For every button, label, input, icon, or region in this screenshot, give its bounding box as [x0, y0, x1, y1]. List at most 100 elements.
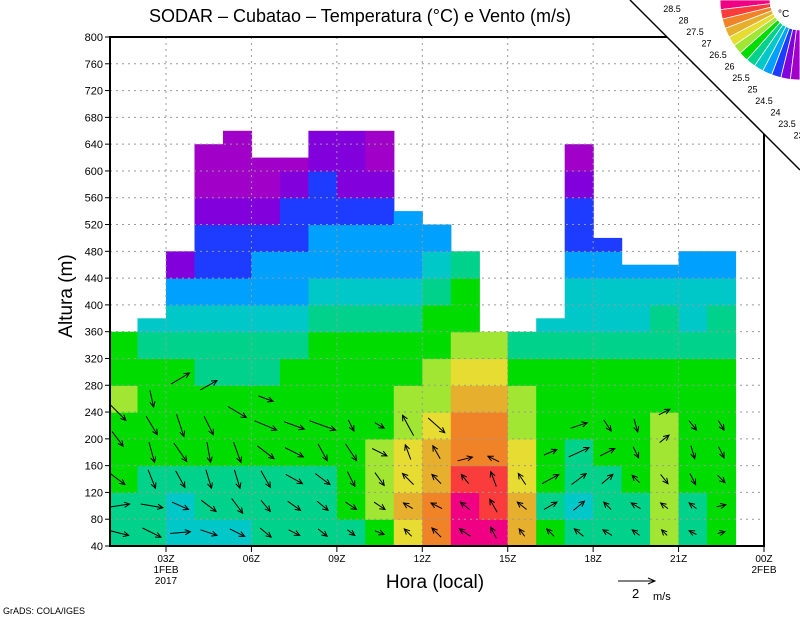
wind-vector: [287, 500, 302, 512]
wind-vector: [346, 471, 356, 488]
contour-cell: [650, 385, 680, 413]
contour-cell: [650, 412, 680, 440]
wind-vector-shaft: [457, 456, 473, 462]
wind-vector-shaft: [573, 528, 584, 537]
contour-cell: [507, 385, 537, 413]
wind-vector-shaft: [203, 415, 214, 435]
wind-vector-head: [583, 447, 591, 453]
contour-cell: [422, 358, 452, 386]
wind-vector-shaft: [430, 502, 443, 510]
wind-vector-head: [378, 479, 385, 487]
contour-cell: [336, 224, 366, 252]
wind-vector-shaft: [287, 500, 301, 511]
y-tick-label: 80: [91, 514, 103, 526]
wind-vector: [659, 502, 669, 509]
wind-vector: [601, 529, 613, 536]
wind-vector-shaft: [432, 445, 441, 459]
wind-vector-head: [432, 444, 439, 452]
contour-cell: [110, 465, 139, 493]
contour-cell: [450, 304, 480, 333]
wind-vector: [573, 500, 586, 511]
wind-vector-head: [206, 456, 213, 464]
contour-cell: [393, 331, 423, 360]
wind-vector-head: [718, 424, 725, 432]
wind-vector-head: [601, 529, 609, 536]
wind-vector: [427, 417, 446, 434]
wind-vector-head: [208, 428, 214, 436]
contour-cell: [678, 251, 708, 279]
wind-vector-shaft: [661, 529, 668, 536]
chart-title: SODAR – Cubatao – Temperatura (°C) e Ven…: [149, 6, 571, 26]
wind-vector-head: [404, 443, 410, 451]
wind-vector-head: [264, 505, 272, 513]
contour-cell: [223, 251, 253, 279]
wind-vector-head: [207, 482, 213, 490]
wind-vector-head: [602, 501, 610, 508]
contour-cell: [450, 278, 480, 306]
wind-vector: [658, 408, 671, 416]
wind-vector-head: [265, 531, 273, 538]
wind-vector-head: [663, 408, 671, 415]
wind-vector-shaft: [571, 473, 587, 486]
wind-vector-shaft: [541, 473, 560, 485]
contour-cell: [450, 251, 480, 279]
wind-vector: [659, 434, 670, 443]
wind-vector-head: [123, 501, 131, 508]
wind-vector: [142, 527, 163, 538]
wind-vector: [489, 470, 497, 487]
wind-vector: [718, 446, 725, 459]
contour-cell: [336, 251, 366, 279]
wind-vector-shaft: [489, 499, 498, 513]
contour-cell: [194, 304, 224, 333]
wind-vector: [203, 415, 214, 436]
contour-cell: [507, 331, 537, 360]
contour-cell: [507, 438, 537, 467]
contour-cell: [564, 197, 594, 226]
wind-vector: [660, 528, 668, 536]
wind-vectors: [110, 372, 728, 539]
wind-vector: [374, 529, 386, 536]
contour-cell: [251, 304, 281, 333]
contour-cell: [707, 304, 737, 333]
wind-vector-head: [660, 528, 668, 536]
wind-vector-shaft: [404, 444, 412, 460]
contour-cell: [223, 358, 253, 386]
wind-vector-shaft: [603, 419, 612, 432]
wind-vector: [147, 469, 157, 490]
contour-cell: [166, 385, 196, 413]
wind-vector-shaft: [543, 501, 558, 510]
wind-vector-head: [438, 427, 446, 434]
contour-cell: [279, 278, 309, 306]
wind-vector-head: [466, 455, 474, 462]
contour-cell: [251, 224, 281, 252]
contour-cell: [279, 197, 309, 226]
wind-vector-head: [518, 527, 525, 535]
wind-vector-head: [265, 481, 271, 489]
contour-cell: [336, 130, 366, 145]
wind-vector-shaft: [631, 529, 640, 536]
wind-vector-shaft: [688, 502, 697, 509]
contour-cell: [251, 358, 281, 386]
wind-vector: [459, 501, 470, 510]
contour-cell: [251, 157, 281, 172]
wind-vector-shaft: [147, 469, 156, 489]
wind-vector-shaft: [403, 528, 413, 537]
colorbar-label: 25: [747, 85, 757, 95]
wind-vector: [259, 527, 273, 538]
wind-vector: [631, 529, 640, 536]
wind-vector-head: [662, 477, 669, 485]
wind-vector-head: [268, 453, 275, 460]
wind-vector-shaft: [309, 420, 336, 431]
contour-cell: [279, 224, 309, 252]
wind-vector-head: [630, 502, 638, 509]
contour-cell: [678, 278, 708, 306]
contour-cell: [365, 385, 395, 413]
wind-vector-head: [179, 481, 186, 489]
contour-cell: [621, 385, 651, 413]
contour-cell: [194, 144, 224, 172]
wind-vector-head: [688, 530, 696, 536]
wind-vector-shaft: [317, 443, 328, 461]
y-axis: 40 80 120 160 200 240 280 320 360 400 440 480 520 560…: [85, 32, 110, 553]
wind-vector: [233, 441, 242, 464]
x-tick-date: 1FEB: [153, 565, 178, 576]
